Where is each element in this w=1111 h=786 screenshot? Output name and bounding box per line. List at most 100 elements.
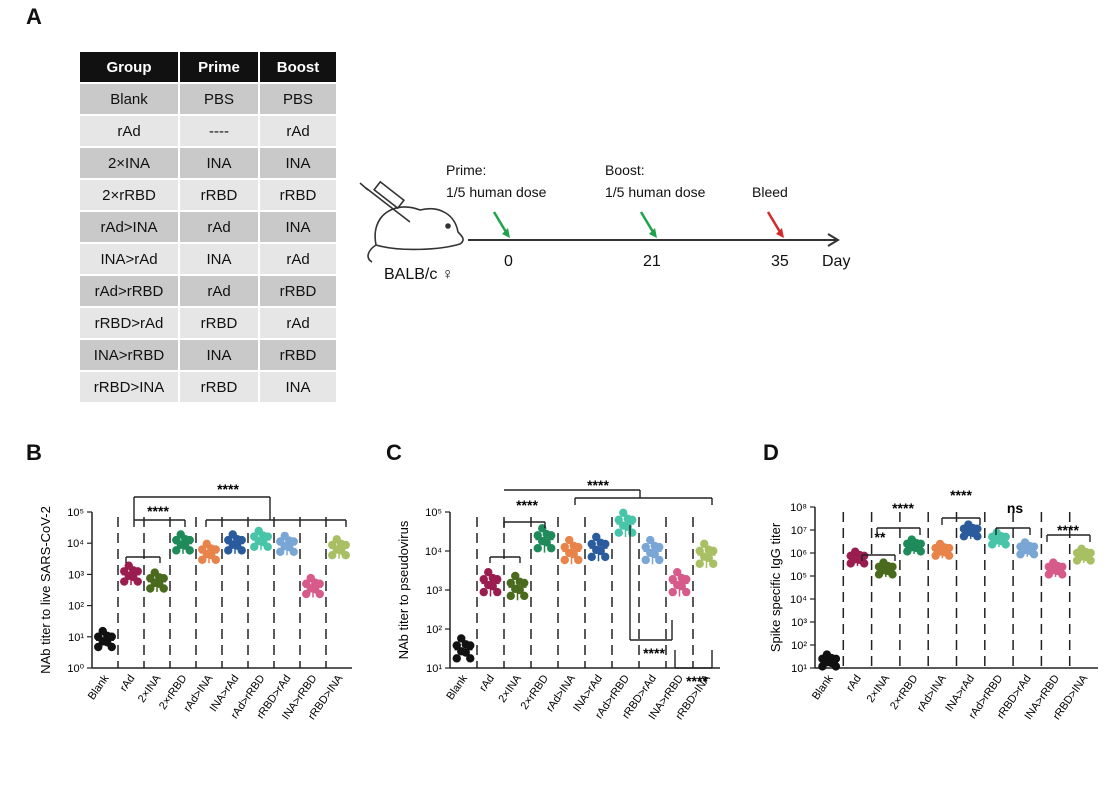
data-point: [569, 549, 578, 559]
y-tick-label: 10⁵: [425, 507, 442, 519]
x-tick-label: rAd: [477, 673, 497, 694]
data-point: [677, 582, 686, 591]
data-point: [879, 558, 888, 567]
boost-arrow-icon: [639, 211, 657, 238]
panel-letter-a: A: [26, 4, 42, 29]
data-point: [650, 549, 659, 559]
y-tick-label: 10⁶: [790, 548, 807, 560]
data-point: [146, 584, 155, 593]
significance-label: **: [875, 529, 886, 545]
data-point: [547, 544, 556, 553]
data-point: [668, 587, 677, 597]
data-point: [520, 578, 529, 588]
day-0: 0: [504, 253, 513, 270]
cell-prime: INA: [178, 338, 260, 372]
y-tick-label: 10²: [791, 640, 807, 652]
data-point: [560, 542, 569, 552]
data-point: [466, 654, 475, 663]
data-point: [547, 531, 556, 540]
data-point: [133, 567, 142, 576]
header-boost: Boost: [258, 50, 338, 84]
data-point: [614, 528, 623, 537]
table-row: Blank PBS PBS: [78, 82, 338, 116]
significance-label: ****: [643, 645, 665, 661]
cell-prime: rRBD: [178, 306, 260, 340]
y-axis-label: NAb titer to pseudovirus: [396, 520, 411, 659]
data-point: [94, 642, 103, 652]
data-point: [146, 574, 155, 583]
data-point: [198, 555, 207, 564]
data-point: [315, 579, 324, 588]
cell-boost: rRBD: [258, 178, 338, 212]
data-point: [822, 650, 832, 659]
data-point: [709, 559, 718, 568]
data-point: [851, 547, 860, 556]
prime-title: Prime:: [446, 162, 487, 178]
data-point: [673, 568, 682, 577]
prime-arrow-icon: [492, 211, 510, 238]
timeline-arrowhead: [827, 233, 840, 247]
cell-boost: rRBD: [258, 274, 338, 308]
y-tick-label: 10³: [791, 617, 807, 629]
table-row: rAd>INA rAd INA: [78, 210, 338, 244]
panel-letter-d: D: [763, 440, 779, 465]
cell-boost: PBS: [258, 82, 338, 116]
cell-boost: rAd: [258, 114, 338, 148]
data-point: [254, 526, 263, 536]
data-point: [461, 648, 470, 657]
chart-panel-d: 10¹ 10² 10³ 10⁴ 10⁵ 10⁶ 10⁷ 10⁸ Spike specific I…: [768, 487, 1098, 722]
x-tick-label: Blank: [810, 672, 836, 702]
data-point: [341, 540, 350, 550]
y-tick-label: 10⁷: [791, 525, 807, 537]
mouse-strain-label: BALB/c ♀: [384, 266, 454, 283]
data-point: [520, 591, 529, 601]
data-point: [479, 587, 488, 597]
significance-label: ****: [217, 481, 239, 497]
header-group: Group: [78, 50, 180, 84]
data-point: [263, 532, 272, 541]
x-tick-label: 2×INA: [865, 672, 893, 705]
data-point: [98, 626, 107, 636]
data-point: [619, 508, 628, 518]
data-point: [587, 539, 596, 549]
cell-boost: rAd: [258, 242, 338, 276]
data-point: [159, 574, 168, 583]
table-row: rRBD>INA rRBD INA: [78, 370, 338, 404]
data-point: [172, 535, 181, 545]
data-point: [224, 546, 233, 555]
bleed-label: Bleed: [752, 184, 788, 200]
data-point: [120, 577, 129, 586]
data-point: [276, 537, 285, 546]
data-point: [704, 553, 713, 563]
data-point: [306, 573, 315, 583]
table-row: 2×rRBD rRBD rRBD: [78, 178, 338, 212]
data-point: [332, 535, 341, 544]
data-point: [641, 555, 650, 565]
panel-letter-b: B: [26, 440, 42, 465]
x-tick-label: Blank: [86, 672, 112, 702]
cell-prime: rRBD: [178, 178, 260, 212]
significance-label: ns: [1007, 500, 1024, 516]
cell-boost: INA: [258, 146, 338, 180]
data-point: [94, 632, 103, 641]
data-point: [466, 641, 475, 650]
data-point: [328, 540, 337, 550]
y-tick-label: 10²: [68, 601, 84, 613]
cell-group: rRBD>rAd: [78, 306, 180, 340]
y-tick-label: 10³: [426, 585, 442, 597]
day-21: 21: [643, 253, 661, 270]
cell-group: rAd>INA: [78, 210, 180, 244]
table-row: rAd ---- rAd: [78, 114, 338, 148]
prime-dose: 1/5 human dose: [446, 184, 547, 200]
cell-prime: PBS: [178, 82, 260, 116]
data-point: [682, 575, 691, 584]
y-tick-label: 10⁴: [425, 546, 442, 558]
x-tick-label: Blank: [444, 672, 470, 702]
y-tick-label: 10²: [426, 624, 442, 636]
data-point: [107, 632, 116, 641]
data-point: [682, 587, 691, 597]
y-tick-label: 10⁴: [790, 594, 807, 606]
data-point: [124, 561, 133, 570]
data-point: [511, 571, 520, 581]
bleed-arrow-icon: [766, 211, 784, 238]
